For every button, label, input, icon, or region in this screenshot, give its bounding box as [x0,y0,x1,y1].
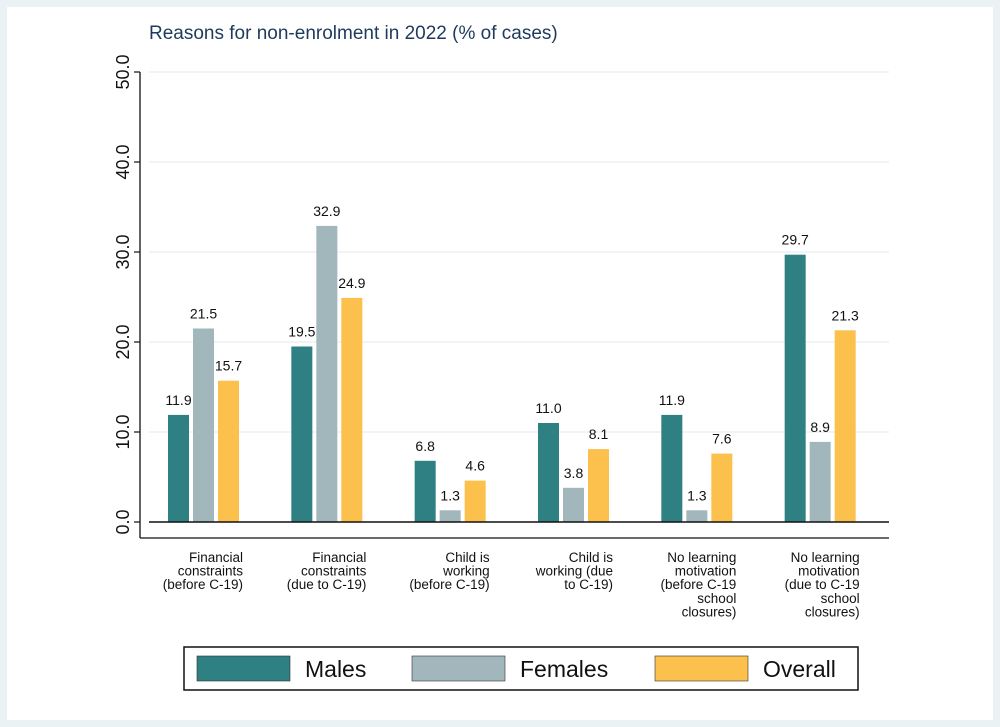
data-label: 1.3 [440,487,460,503]
bar-males [168,414,189,522]
x-category-label: Child is working (due to C-19) [535,550,614,592]
bar-females [686,510,708,522]
bar-females [439,510,461,522]
data-label: 11.0 [535,400,561,416]
data-label: 15.7 [215,358,242,374]
y-tick-label: 0.0 [113,509,133,534]
data-label: 3.8 [564,465,584,481]
legend-swatch-males [196,655,291,682]
bar-overall [834,330,856,522]
legend-swatch-overall [654,655,749,682]
x-axis-category-labels: Financial constraints (before C-19) Financi… [163,550,860,619]
data-label: 24.9 [338,275,365,291]
bar-males [414,460,436,522]
legend-swatch-females [411,655,506,682]
chart-title: Reasons for non-enrolment in 2022 (% of … [149,23,558,44]
y-tick-label: 20.0 [113,324,133,359]
chart-frame: Reasons for non-enrolment in 2022 (% of … [7,7,993,720]
bar-females [193,328,214,522]
x-category-label: Financial constraints (before C-19) [163,550,244,592]
bar-overall [711,453,733,522]
data-label: 11.9 [659,392,685,408]
legend-label-females: Females [520,656,608,682]
bar-overall [588,449,609,522]
bars [168,225,856,522]
data-label: 11.9 [165,392,191,408]
data-label: 19.5 [288,324,315,340]
data-label: 29.7 [782,232,809,248]
bar-chart: Reasons for non-enrolment in 2022 (% of … [113,23,889,691]
bar-overall [341,297,363,522]
bar-males [291,346,313,522]
data-label: 6.8 [415,438,435,454]
y-tick-label: 50.0 [113,54,133,89]
data-labels: 11.9 21.5 15.7 19.5 32.9 24.9 6.8 1.3 4.6 11.0 3.8… [165,203,859,503]
data-label: 32.9 [313,203,340,219]
x-category-label: No learning motivation (due to C-19 school c… [785,550,860,619]
bar-males [784,254,806,522]
x-category-label: No learning motivation (before C-19 school c… [661,550,737,619]
legend: Males Females Overall [183,646,859,691]
bar-females [316,225,338,522]
bar-overall [218,380,239,522]
y-tick-label: 10.0 [113,414,133,449]
data-label: 21.3 [832,307,859,323]
bar-females [563,487,584,522]
bar-females [809,441,831,522]
y-axis-ticks: 0.0 10.0 20.0 30.0 40.0 50.0 [113,54,140,535]
data-label: 7.6 [712,431,732,447]
axes [139,72,889,539]
bar-overall [464,480,486,522]
data-label: 4.6 [465,458,485,474]
data-label: 8.1 [589,426,609,442]
y-tick-label: 40.0 [113,144,133,179]
bar-males [538,423,559,522]
legend-label-overall: Overall [763,656,836,682]
data-label: 1.3 [687,487,707,503]
x-category-label: Financial constraints (due to C-19) [287,550,367,592]
x-category-label: Child is working (before C-19) [409,550,490,592]
y-tick-label: 30.0 [113,234,133,269]
legend-label-males: Males [305,656,366,682]
data-label: 21.5 [190,306,217,322]
bar-males [661,414,683,522]
gridlines [149,71,889,433]
data-label: 8.9 [810,419,830,435]
